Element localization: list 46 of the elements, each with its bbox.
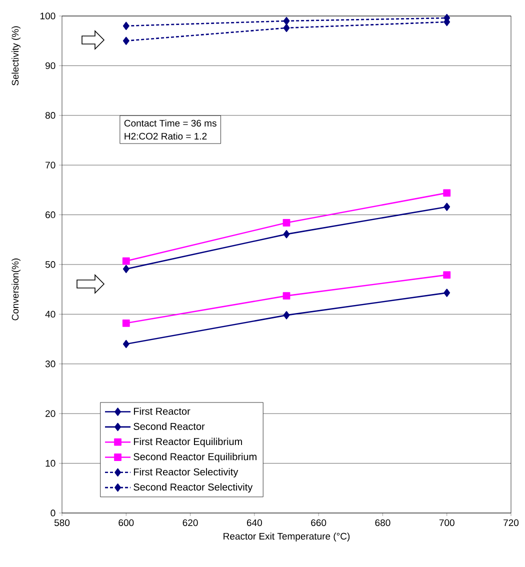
x-tick-label: 620 bbox=[182, 519, 198, 526]
point bbox=[122, 340, 130, 348]
point bbox=[122, 264, 130, 274]
x-tick-label: 600 bbox=[118, 519, 134, 526]
point bbox=[283, 24, 290, 32]
legend-label: First Reactor Selectivity bbox=[134, 468, 238, 478]
point bbox=[122, 257, 130, 265]
x-tick-label: 700 bbox=[439, 519, 454, 526]
point bbox=[122, 36, 130, 45]
point bbox=[443, 271, 451, 279]
legend-label: Second Reactor Equilibrium bbox=[134, 452, 256, 462]
y-tick-label: 20 bbox=[46, 410, 56, 417]
annotation: H2:CO2 Ratio = 1.2 bbox=[124, 132, 207, 140]
point bbox=[444, 202, 450, 211]
y-tick-label: 30 bbox=[45, 360, 56, 368]
point bbox=[282, 292, 290, 300]
annotation: Contact Time = 36 ms bbox=[124, 120, 216, 127]
y-tick-label: 80 bbox=[45, 112, 56, 119]
legend-label: First Reactor bbox=[134, 407, 190, 415]
x-tick-label: 580 bbox=[54, 519, 70, 526]
x-tick-label: 720 bbox=[504, 519, 519, 526]
y-tick-label: 100 bbox=[40, 12, 56, 20]
y-tick-label: 50 bbox=[45, 261, 56, 268]
y-tick-label: 90 bbox=[46, 62, 56, 70]
point bbox=[283, 16, 290, 26]
point bbox=[283, 230, 290, 238]
legend-label: Second Reactor bbox=[134, 422, 205, 430]
x-tick-label: 660 bbox=[311, 519, 326, 526]
y-tick-label: 60 bbox=[46, 211, 56, 218]
point bbox=[122, 319, 130, 327]
legend-label: Second Reactor Selectivity bbox=[134, 483, 253, 493]
x-tick-label: 640 bbox=[246, 519, 262, 526]
text: Selectivity (%) bbox=[12, 26, 20, 86]
y-tick-label: 40 bbox=[45, 310, 56, 318]
legend-label: First Reactor Equilibrium bbox=[134, 438, 242, 448]
y-tick-label: 10 bbox=[46, 460, 56, 467]
point bbox=[283, 311, 290, 320]
x-axis-title: Reactor Exit Temperature (°C) bbox=[224, 532, 350, 542]
y-axis-title: Conversion(%) bbox=[12, 258, 20, 320]
point bbox=[282, 219, 290, 226]
point bbox=[122, 22, 130, 30]
point bbox=[443, 189, 451, 197]
point bbox=[444, 288, 450, 297]
x-tick-label: 680 bbox=[375, 519, 390, 526]
y-tick-label: 70 bbox=[46, 162, 56, 168]
y-tick-label: 0 bbox=[50, 510, 56, 516]
